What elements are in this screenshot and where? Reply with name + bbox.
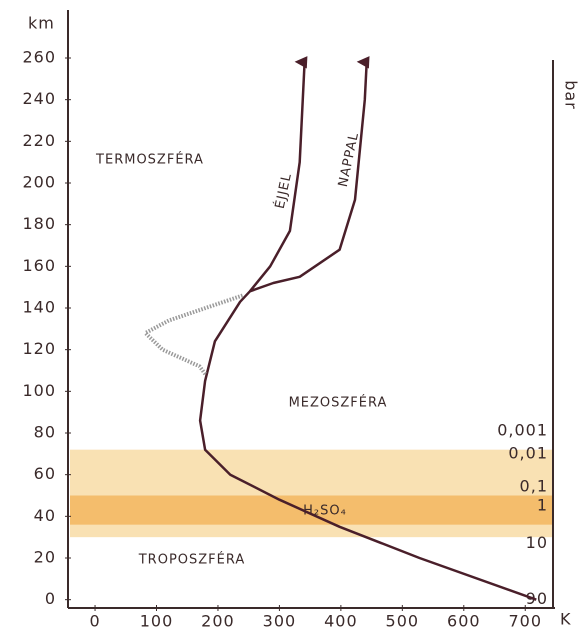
y-tick-label: 220 bbox=[22, 131, 56, 150]
y-tick-label: 120 bbox=[22, 339, 56, 358]
x-tick-label: 200 bbox=[201, 612, 235, 631]
x-tick-label: 300 bbox=[263, 612, 297, 631]
x-tick-label: 100 bbox=[140, 612, 174, 631]
y-tick-label: 20 bbox=[34, 548, 56, 567]
y-tick-label: 260 bbox=[22, 48, 56, 67]
layer-label: H₂SO₄ bbox=[303, 504, 347, 519]
x-tick-label: 700 bbox=[508, 612, 542, 631]
x-tick-label: 500 bbox=[386, 612, 420, 631]
y2-tick-label: 90 bbox=[526, 589, 548, 608]
x-tick-label: 600 bbox=[447, 612, 481, 631]
y2-tick-label: 10 bbox=[526, 533, 548, 552]
y-tick-label: 0 bbox=[45, 589, 56, 608]
x-tick-label: 0 bbox=[89, 612, 100, 631]
series-label: ÉJJEL bbox=[272, 171, 295, 210]
y2-axis-label: bar bbox=[562, 80, 581, 110]
x-axis-label: K bbox=[560, 610, 572, 629]
y-tick-label: 200 bbox=[22, 173, 56, 192]
y-tick-label: 100 bbox=[22, 381, 56, 400]
y-tick-label: 40 bbox=[34, 506, 56, 525]
region-label: TROPOSZFÉRA bbox=[138, 552, 246, 568]
chart: km K bar H₂SO₄02040608010012014016018020… bbox=[0, 0, 583, 633]
y-axis-label: km bbox=[28, 14, 55, 33]
region-label: MEZOSZFÉRA bbox=[289, 395, 388, 411]
y2-tick-label: 1 bbox=[537, 495, 548, 514]
region-label: TERMOSZFÉRA bbox=[95, 152, 204, 168]
y2-tick-label: 0,001 bbox=[497, 420, 548, 439]
y-tick-label: 240 bbox=[22, 89, 56, 108]
y2-tick-label: 0,1 bbox=[520, 477, 548, 496]
y-tick-label: 60 bbox=[34, 464, 56, 483]
y-tick-label: 160 bbox=[22, 256, 56, 275]
y-tick-label: 180 bbox=[22, 214, 56, 233]
y-tick-label: 80 bbox=[34, 423, 56, 442]
x-tick-label: 400 bbox=[324, 612, 358, 631]
y-tick-label: 140 bbox=[22, 298, 56, 317]
dotted-line bbox=[145, 296, 242, 375]
y2-tick-label: 0,01 bbox=[508, 443, 548, 462]
